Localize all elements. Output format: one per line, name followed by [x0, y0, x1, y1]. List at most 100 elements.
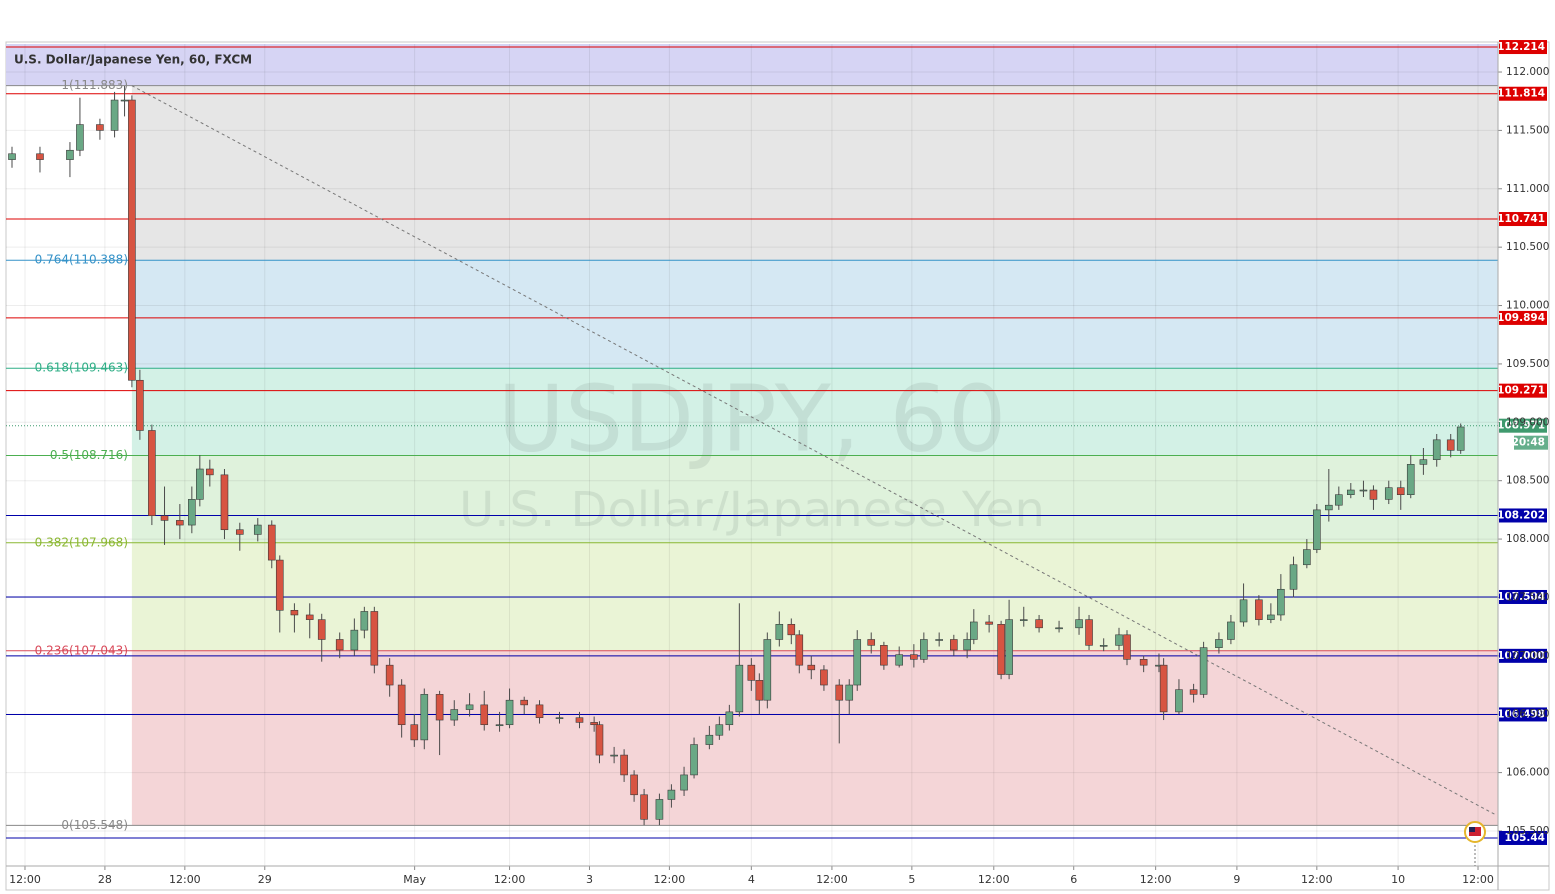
candle-body — [655, 799, 664, 820]
y-tick-label: 111.000 — [1506, 183, 1549, 195]
last-price-tag — [1499, 418, 1547, 433]
price-tag — [1499, 212, 1547, 227]
price-tag — [1499, 310, 1547, 325]
y-tick-label: 109.500 — [1506, 358, 1549, 370]
candle-body — [495, 724, 504, 727]
price-tag — [1499, 40, 1547, 55]
candle-body — [595, 724, 604, 756]
candle-body — [1159, 664, 1168, 713]
candle-body — [997, 624, 1005, 675]
candle-body — [1115, 634, 1123, 646]
event-flag-canton — [1469, 827, 1475, 832]
fib-band — [131, 650, 1499, 826]
y-tick-label: 111.500 — [1506, 124, 1549, 136]
candle-body — [1019, 619, 1028, 621]
fib-band — [131, 455, 1499, 543]
candle-body — [290, 609, 299, 616]
price-tag-label: 112.214 — [1497, 41, 1545, 53]
x-tick-label: 29 — [258, 873, 272, 886]
range-box — [6, 44, 1498, 86]
candle-body — [1085, 619, 1093, 646]
x-tick-label: 5 — [908, 873, 915, 886]
candle-body — [880, 645, 888, 666]
y-tick-label: 106.000 — [1506, 767, 1549, 779]
y-tick-label: 107.500 — [1506, 591, 1549, 603]
y-tick-label: 109.000 — [1506, 416, 1549, 428]
candle-body — [1123, 634, 1131, 660]
candle-body — [950, 639, 958, 651]
candle-body — [575, 717, 584, 723]
candle-body — [128, 99, 136, 381]
candle-body — [1267, 614, 1275, 620]
candle-body — [630, 774, 638, 796]
candle-body — [206, 468, 214, 476]
fib-label: 1(111.883) — [61, 78, 128, 92]
y-tick-label: 107.000 — [1506, 650, 1549, 662]
x-tick-label: 12:00 — [816, 873, 848, 886]
x-tick-label: 28 — [98, 873, 112, 886]
candle-body — [160, 515, 169, 521]
candle-body — [835, 684, 844, 701]
candle-body — [755, 680, 764, 701]
candle-body — [335, 639, 344, 651]
candle-body — [590, 722, 598, 726]
candle-body — [465, 704, 474, 710]
candle-body — [176, 520, 184, 526]
fib-label: 0.764(110.388) — [35, 253, 128, 267]
candle-body — [640, 794, 648, 820]
event-icon[interactable] — [1464, 821, 1486, 866]
candle-body — [920, 639, 928, 660]
price-tag — [1499, 830, 1547, 845]
candle-body — [845, 684, 854, 701]
candle-body — [1406, 464, 1415, 495]
x-tick-label: 9 — [1233, 873, 1240, 886]
candle-body — [505, 699, 514, 726]
fib-label: 0.236(107.043) — [35, 643, 128, 657]
candle-body — [267, 524, 276, 561]
candle-body — [1099, 645, 1108, 647]
candle-body — [610, 754, 618, 757]
x-tick-label: 12:00 — [9, 873, 41, 886]
candle-body — [1325, 504, 1333, 511]
last-price-label: 108.971 — [1497, 420, 1545, 432]
candle-body — [747, 664, 756, 681]
candle-body — [136, 379, 144, 431]
price-tag-label: 107.504 — [1497, 591, 1545, 603]
x-tick-label: 12:00 — [654, 873, 686, 886]
candle-body — [1227, 621, 1235, 640]
y-tick-label: 105.500 — [1506, 825, 1549, 837]
candle-body — [36, 153, 44, 160]
price-tag-label: 108.202 — [1497, 509, 1545, 521]
price-tag-label: 109.271 — [1497, 385, 1545, 397]
candle-body — [1369, 489, 1378, 500]
candle-body — [397, 684, 406, 726]
x-tick-label: 10 — [1391, 873, 1405, 886]
price-tag-label: 105.44 — [1504, 832, 1545, 844]
candle-body — [220, 474, 229, 531]
y-tick-label: 106.500 — [1506, 708, 1549, 720]
x-tick-label: 6 — [1070, 873, 1077, 886]
x-tick-label: 12:00 — [169, 873, 201, 886]
candle-body — [317, 619, 326, 640]
candle-body — [188, 499, 196, 526]
fib-label: 0.618(109.463) — [35, 361, 128, 375]
candle-body — [1419, 459, 1428, 465]
candle-body — [520, 699, 529, 706]
candle-body — [807, 664, 816, 671]
candle-body — [235, 529, 244, 535]
fib-band — [131, 85, 1499, 261]
y-tick-label: 110.000 — [1506, 300, 1549, 312]
price-tag — [1499, 648, 1547, 663]
candle-body — [120, 99, 129, 102]
candle-body — [8, 153, 16, 160]
candle-body — [715, 724, 724, 736]
fib-label: 0.382(107.968) — [35, 535, 128, 549]
price-tag-label: 107.000 — [1497, 650, 1545, 662]
candle-body — [1277, 588, 1285, 616]
price-tag — [1499, 589, 1547, 604]
price-tag-label: 110.741 — [1497, 213, 1545, 225]
candle-body — [196, 468, 204, 500]
x-tick-label: 12:00 — [1301, 873, 1333, 886]
candle-body — [775, 624, 784, 640]
candle-body — [148, 430, 156, 517]
